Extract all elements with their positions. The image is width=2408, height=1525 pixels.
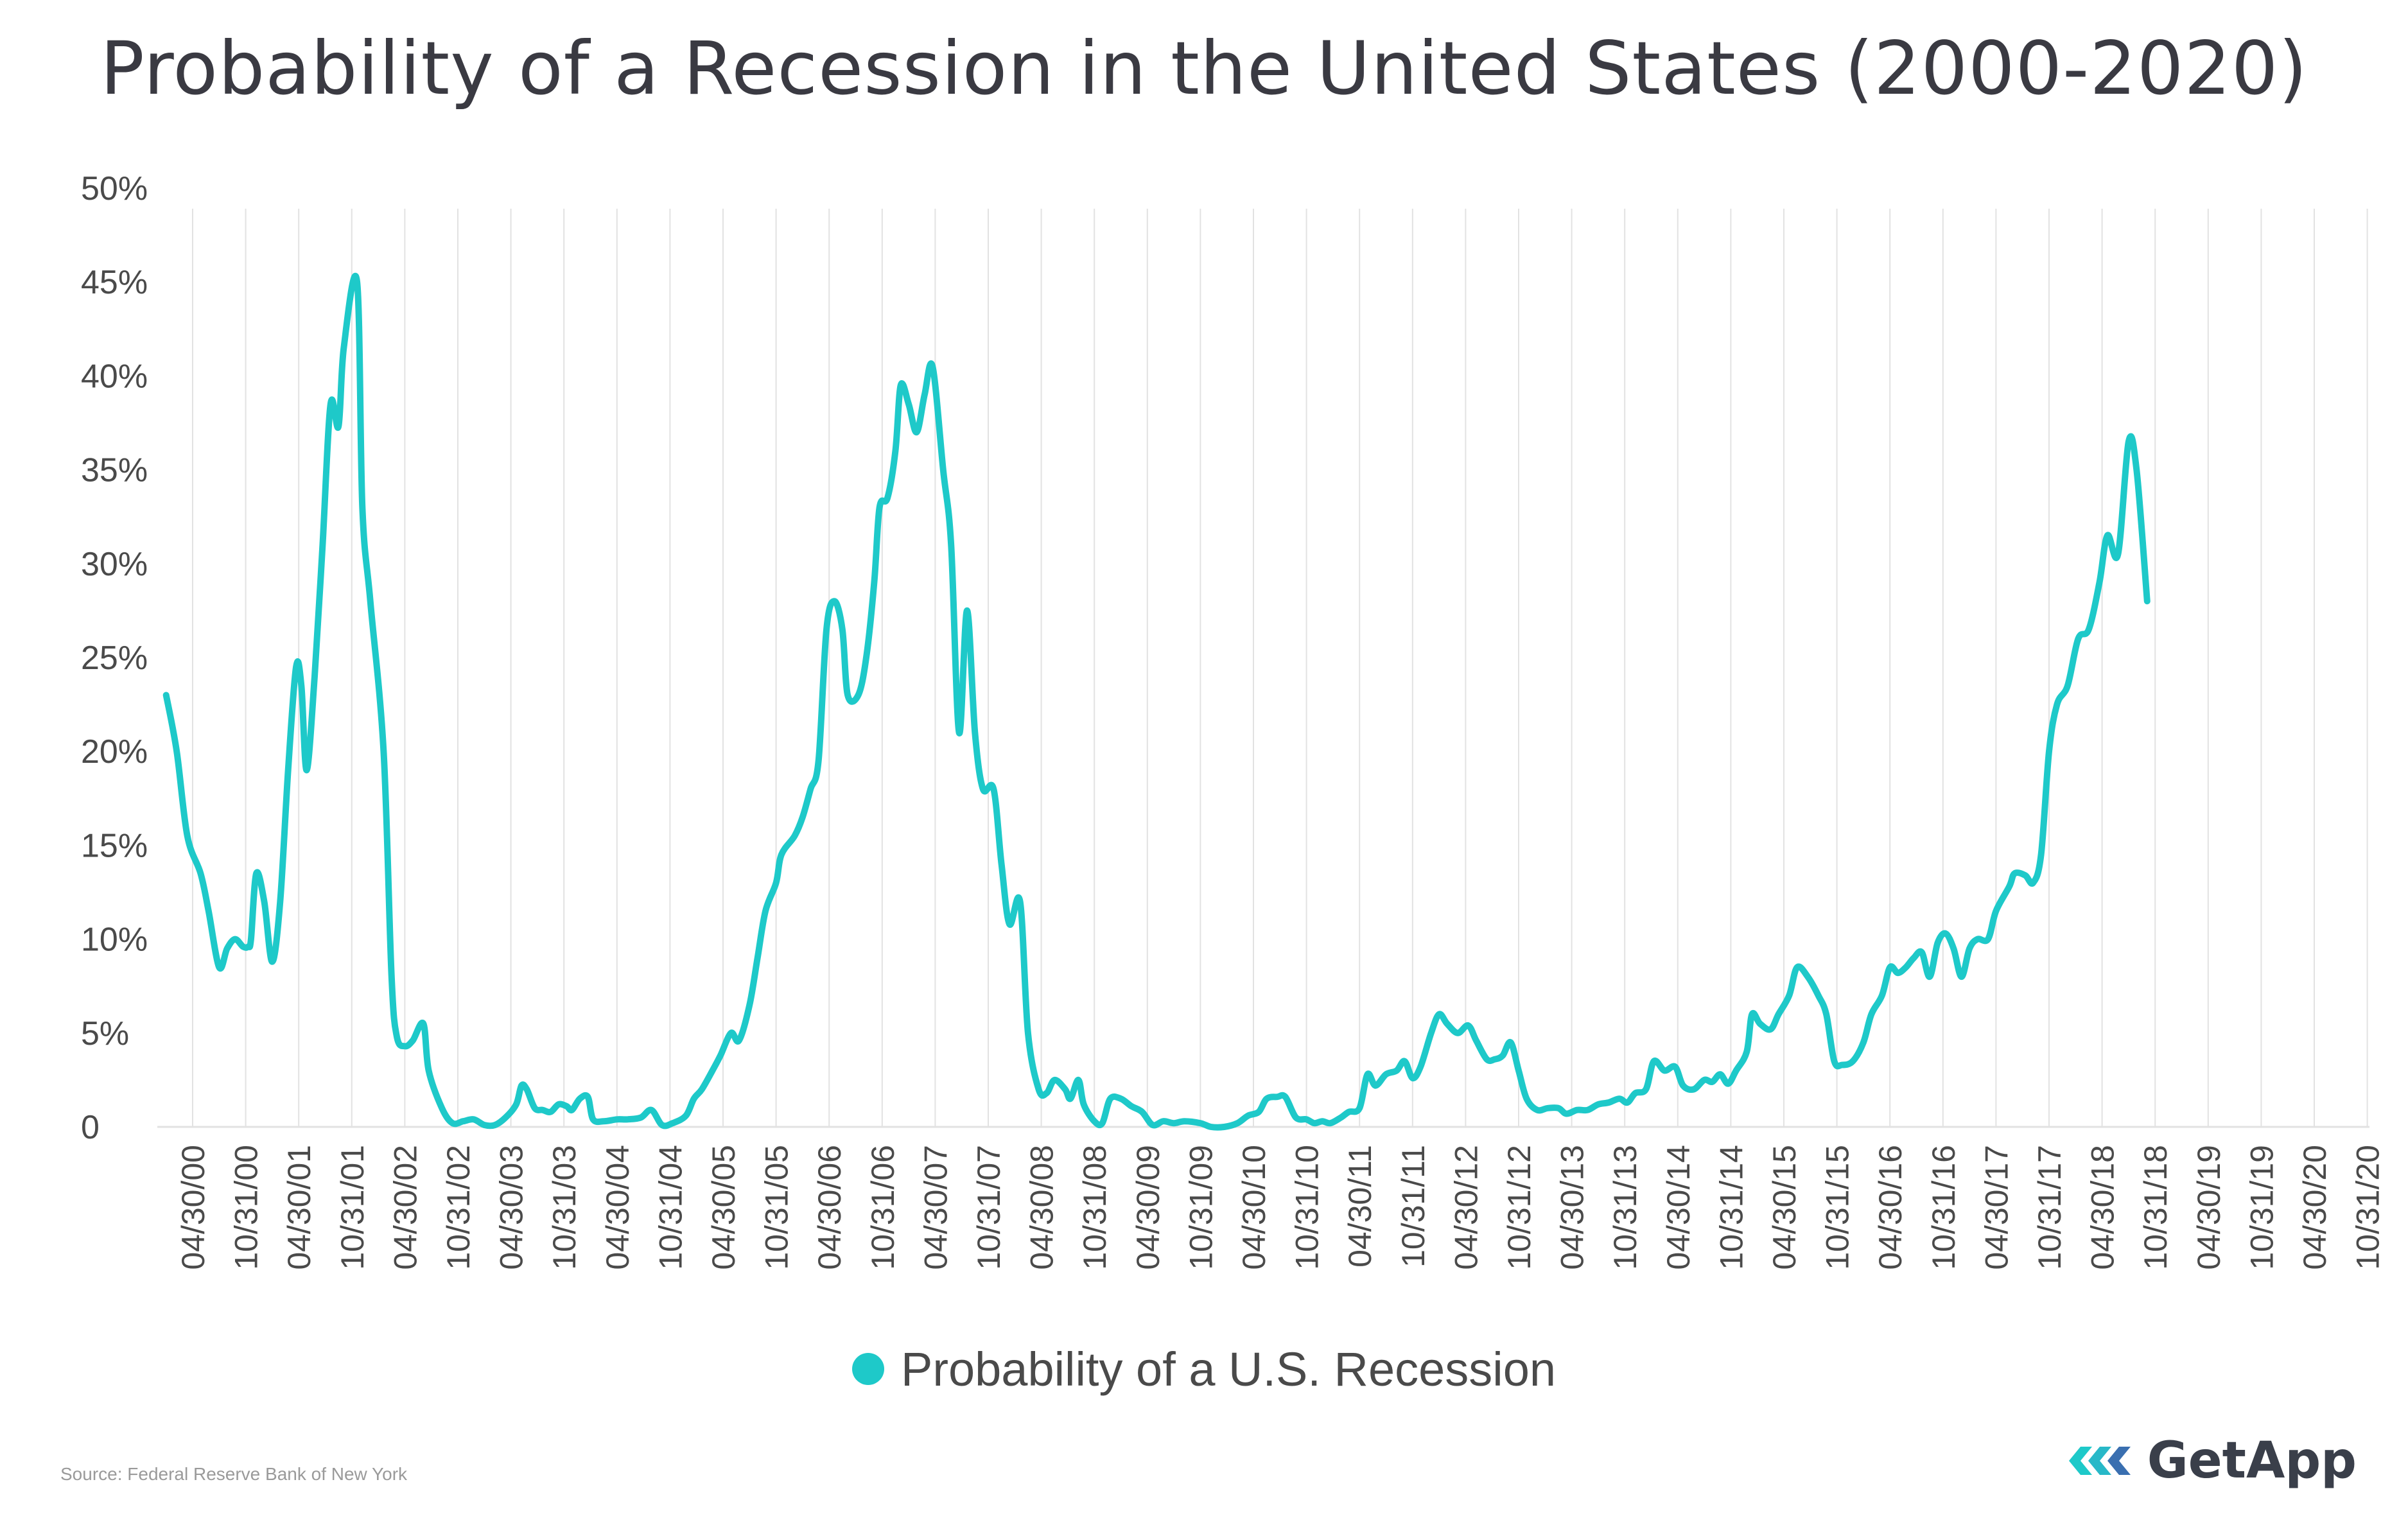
x-tick-label: 10/31/16 [1926,1145,1962,1270]
x-tick-label: 10/31/04 [652,1145,688,1270]
x-tick-label: 04/30/13 [1555,1145,1591,1270]
x-tick-label: 04/30/08 [1024,1145,1060,1270]
y-tick-label: 15% [81,827,148,864]
y-tick-label: 50% [81,170,148,207]
x-tick-label: 10/31/20 [2350,1145,2386,1270]
y-tick-label: 5% [81,1015,129,1052]
y-tick-label: 20% [81,733,148,771]
x-tick-label: 10/31/02 [441,1145,476,1270]
x-tick-label: 10/31/09 [1183,1145,1219,1270]
legend-marker-icon [851,1353,884,1386]
x-tick-label: 04/30/09 [1130,1145,1166,1270]
x-tick-label: 10/31/06 [865,1145,901,1270]
series-layer [162,272,2151,1131]
chart-title: Probability of a Recession in the United… [100,26,2308,111]
x-tick-label: 10/31/03 [546,1145,582,1270]
legend-label: Probability of a U.S. Recession [900,1343,1557,1396]
series-line [162,272,2151,1131]
y-axis: 0 5% 10% 15% 20% 25% 30% 35% 40% 45% 50% [81,170,148,1146]
x-tick-label: 10/31/01 [335,1145,371,1270]
x-tick-label: 04/30/20 [2297,1145,2333,1270]
x-tick-label: 04/30/01 [281,1145,317,1270]
x-tick-label: 10/31/12 [1501,1145,1537,1270]
x-tick-label: 04/30/03 [494,1145,530,1270]
x-tick-label: 10/31/13 [1607,1145,1643,1270]
x-tick-label: 10/31/19 [2244,1145,2280,1270]
y-tick-label: 35% [81,452,148,489]
x-tick-label: 04/30/11 [1342,1145,1378,1268]
y-tick-label: 0 [81,1109,100,1146]
legend: Probability of a U.S. Recession [0,1342,2408,1397]
x-tick-label: 04/30/18 [2085,1145,2121,1270]
x-tick-label: 04/30/15 [1767,1145,1802,1270]
x-tick-label: 10/31/00 [229,1145,265,1270]
x-tick-label: 10/31/07 [971,1145,1007,1270]
x-axis: 04/30/00 10/31/00 04/30/01 10/31/01 04/30/02… [175,1145,2386,1270]
x-tick-label: 04/30/02 [387,1145,423,1270]
x-tick-label: 04/30/05 [706,1145,742,1270]
source-note: Source: Federal Reserve Bank of New York [60,1464,408,1484]
y-tick-label: 45% [81,264,148,301]
y-tick-label: 40% [81,358,148,395]
x-tick-label: 04/30/00 [175,1145,211,1270]
x-tick-label: 04/30/16 [1872,1145,1908,1270]
brand-logo: GetApp [2066,1429,2357,1493]
x-tick-label: 10/31/08 [1077,1145,1113,1270]
x-tick-label: 10/31/14 [1713,1145,1749,1270]
x-tick-label: 04/30/07 [918,1145,954,1270]
x-tick-label: 10/31/05 [759,1145,795,1270]
x-tick-label: 04/30/12 [1448,1145,1484,1270]
x-tick-label: 04/30/19 [2191,1145,2227,1270]
y-tick-label: 30% [81,546,148,583]
getapp-chevron-icon [2068,1447,2131,1475]
x-tick-label: 10/31/10 [1289,1145,1325,1270]
x-tick-label: 04/30/04 [600,1145,636,1270]
y-tick-label: 25% [81,640,148,677]
grid-lines [157,209,2369,1128]
x-tick-label: 04/30/10 [1236,1145,1272,1270]
x-tick-label: 04/30/14 [1661,1145,1697,1270]
x-tick-label: 10/31/18 [2138,1145,2174,1270]
x-tick-label: 10/31/11 [1395,1145,1431,1268]
x-tick-label: 10/31/15 [1820,1145,1856,1270]
brand-name: GetApp [2147,1432,2357,1490]
x-tick-label: 04/30/06 [812,1145,848,1270]
x-tick-label: 04/30/17 [1978,1145,2014,1270]
y-tick-label: 10% [81,921,148,959]
x-tick-label: 10/31/17 [2032,1145,2068,1270]
